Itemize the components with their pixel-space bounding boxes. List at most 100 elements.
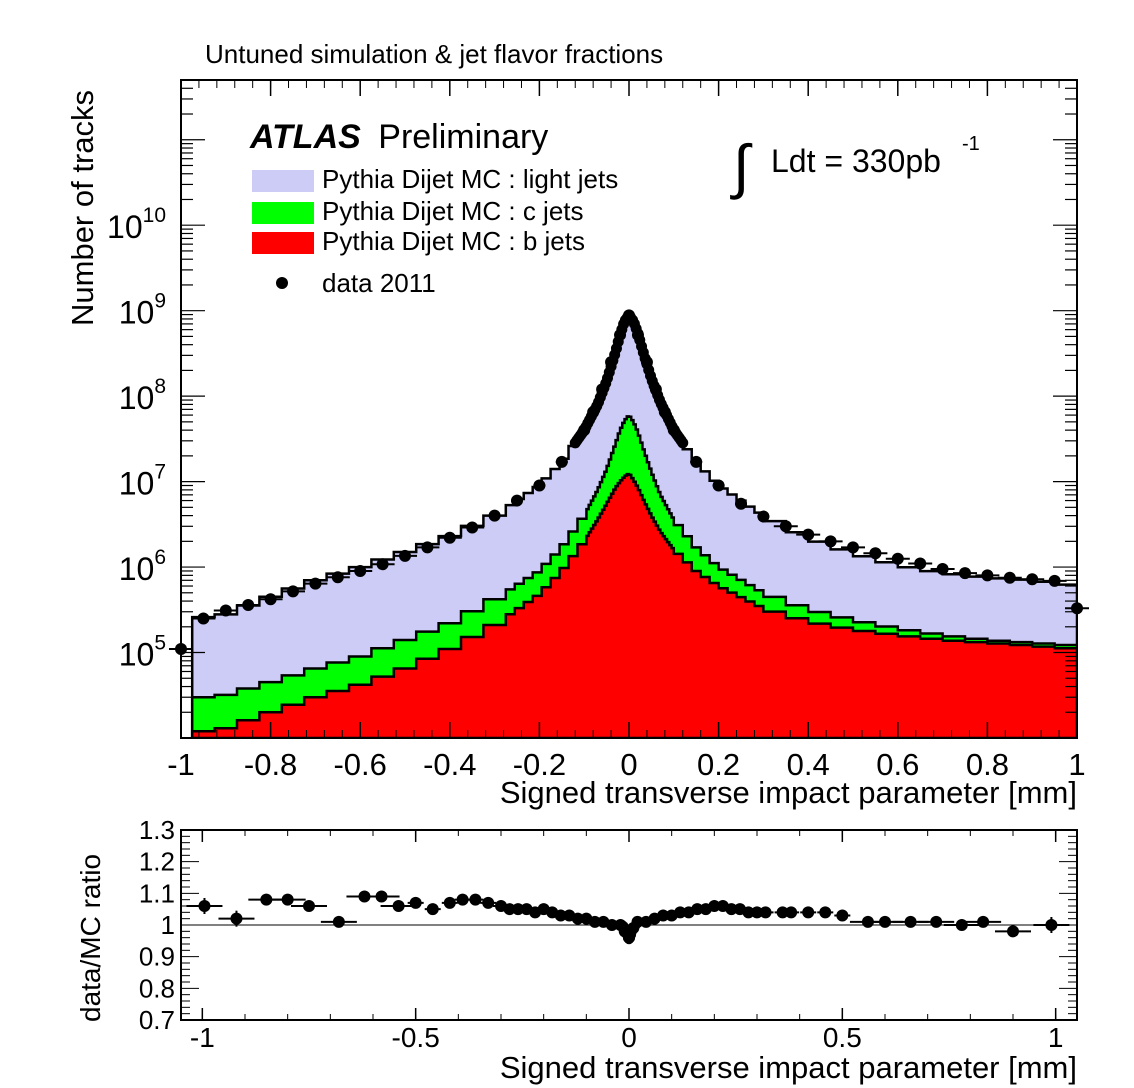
- y-tick-exponent: 5: [154, 632, 166, 655]
- ratio-point: [674, 906, 687, 919]
- x-tick-label: -0.2: [513, 747, 566, 782]
- ratio-point: [588, 915, 601, 928]
- data-point: [690, 455, 703, 468]
- ratio-point: [469, 893, 482, 906]
- data-points: [169, 309, 1089, 655]
- ratio-point: [759, 906, 772, 919]
- data-point: [242, 598, 255, 611]
- data-point: [677, 437, 689, 449]
- ratio-point: [375, 890, 388, 903]
- x-tick-label: 0.4: [787, 747, 830, 782]
- ratio-point: [1007, 925, 1019, 938]
- y-tick-exponent: 7: [154, 461, 166, 484]
- x-tick-label: -0.6: [333, 747, 386, 782]
- y-tick-base: 10: [119, 466, 155, 502]
- legend-swatch-b: [252, 232, 314, 254]
- main-x-tick-labels: -1 -0.8 -0.6 -0.4 -0.2 0 0.2 0.4 0.6 0.8 1: [167, 747, 1085, 782]
- data-point: [869, 547, 882, 560]
- y-tick-base: 10: [119, 637, 155, 673]
- main-axis-ticks: [180, 79, 1078, 739]
- luminosity-exponent: -1: [962, 133, 980, 155]
- ratio-point: [332, 915, 345, 928]
- y-tick-base: 10: [119, 295, 155, 331]
- data-point: [354, 564, 367, 577]
- ratio-axis-ticks: [181, 829, 1077, 1021]
- ratio-point: [802, 906, 815, 919]
- ratio-point: [230, 912, 243, 925]
- data-point: [1071, 602, 1083, 615]
- ratio-frame: [180, 829, 1078, 1021]
- main-y-axis-title: Number of tracks: [65, 90, 100, 326]
- ratio-point: [1045, 919, 1058, 931]
- legend-marker-data: [276, 277, 288, 289]
- main-x-axis-title: Signed transverse impact parameter [mm]: [500, 775, 1077, 810]
- data-point: [914, 557, 927, 570]
- data-point: [175, 642, 187, 655]
- y-tick-exponent: 8: [154, 375, 166, 398]
- ratio-point: [708, 900, 721, 912]
- ratio-point: [819, 906, 832, 919]
- data-point: [488, 509, 501, 522]
- ratio-y-tick-label: 0.7: [139, 1005, 175, 1035]
- x-tick-label: 0.8: [966, 747, 1009, 782]
- ratio-point: [742, 906, 755, 919]
- ratio-x-tick-label: 0: [621, 1022, 637, 1053]
- legend-label-data: data 2011: [322, 268, 436, 298]
- ratio-point: [785, 906, 798, 919]
- ratio-point: [751, 906, 763, 919]
- data-point: [376, 558, 389, 571]
- x-tick-label: 1: [1068, 747, 1085, 782]
- data-point: [533, 479, 546, 492]
- ratio-point: [482, 896, 495, 909]
- legend-label-light: Pythia Dijet MC : light jets: [322, 164, 618, 194]
- data-point: [1048, 574, 1061, 587]
- legend-label-b: Pythia Dijet MC : b jets: [322, 226, 585, 256]
- data-point: [309, 577, 322, 590]
- data-point: [847, 541, 859, 554]
- data-point: [443, 531, 456, 544]
- data-point: [466, 521, 479, 534]
- ratio-point: [512, 903, 525, 916]
- ratio-point: [443, 896, 456, 909]
- ratio-point: [955, 919, 968, 931]
- data-point: [264, 593, 277, 606]
- y-tick-label: 106: [119, 546, 166, 587]
- y-tick-base: 10: [119, 380, 155, 416]
- ratio-point: [879, 915, 891, 928]
- ratio-point: [977, 915, 990, 928]
- x-tick-label: -0.8: [244, 747, 297, 782]
- ratio-y-tick-label: 1.2: [139, 847, 175, 877]
- data-point: [802, 528, 815, 541]
- ratio-points: [186, 890, 1070, 945]
- ratio-x-tick-label: -1: [190, 1022, 215, 1053]
- data-point: [824, 535, 837, 548]
- ratio-point: [392, 900, 405, 912]
- y-tick-exponent: 10: [143, 204, 166, 227]
- ratio-point: [456, 893, 469, 906]
- ratio-x-tick-label: -0.5: [392, 1022, 440, 1053]
- ratio-x-axis-title: Signed transverse impact parameter [mm]: [500, 1050, 1077, 1085]
- legend-swatch-light: [252, 170, 314, 192]
- ratio-panel: -1 -0.5 0 0.5 1 0.70.80.911.11.21.3 Signed t…: [75, 815, 1078, 1085]
- data-point: [197, 612, 210, 625]
- stacked-histogram: [190, 315, 1077, 738]
- ratio-point: [281, 893, 294, 906]
- ratio-point: [691, 903, 704, 916]
- data-point: [1003, 571, 1016, 584]
- ratio-y-tick-label: 0.8: [139, 973, 175, 1003]
- y-tick-base: 10: [107, 209, 143, 245]
- ratio-point: [725, 903, 738, 916]
- y-tick-exponent: 9: [154, 290, 166, 313]
- data-point: [757, 510, 770, 523]
- data-point: [891, 552, 904, 565]
- data-point: [555, 455, 568, 468]
- ratio-point: [409, 896, 422, 909]
- ratio-y-axis-title: data/MC ratio: [75, 854, 106, 1022]
- ratio-y-tick-label: 0.9: [139, 942, 175, 972]
- legend: Pythia Dijet MC : light jets Pythia Dije…: [252, 164, 618, 298]
- x-tick-label: -1: [167, 747, 195, 782]
- data-point: [936, 562, 949, 575]
- legend-swatch-c: [252, 202, 314, 224]
- data-point: [959, 567, 971, 580]
